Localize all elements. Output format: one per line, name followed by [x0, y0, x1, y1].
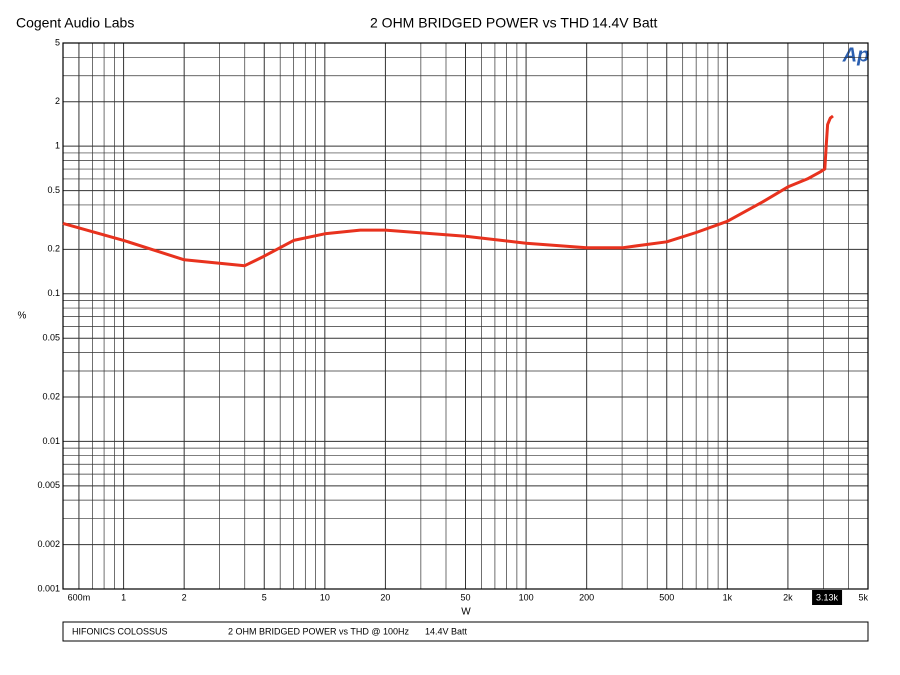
x-tick-label: 5: [262, 592, 267, 602]
y-tick-label: 0.02: [42, 391, 60, 401]
footer-box: [62, 621, 869, 642]
y-tick-label: 0.1: [47, 288, 60, 298]
cursor-box: [812, 590, 843, 605]
chart-title: 2 OHM BRIDGED POWER vs THD: [370, 15, 589, 31]
x-tick-label: 50: [460, 592, 470, 602]
x-tick-label: 600m: [68, 592, 91, 602]
y-tick-label: 0.002: [37, 539, 60, 549]
x-tick-label: 200: [579, 592, 594, 602]
x-tick-label: 1: [121, 592, 126, 602]
x-tick-label: 100: [519, 592, 534, 602]
chart-subtitle: 14.4V Batt: [592, 15, 657, 31]
y-axis-label: %: [18, 311, 27, 322]
y-tick-label: 0.01: [42, 436, 60, 446]
x-tick-label: 2: [182, 592, 187, 602]
y-tick-label: 5: [55, 37, 60, 47]
y-tick-label: 0.05: [42, 333, 60, 343]
x-tick-label: 20: [380, 592, 390, 602]
y-tick-label: 0.005: [37, 480, 60, 490]
y-tick-label: 2: [55, 96, 60, 106]
x-tick-label: 500: [659, 592, 674, 602]
logo: Ap: [842, 44, 870, 66]
x-axis-label: W: [461, 607, 471, 618]
plot-frame: [62, 42, 869, 590]
y-tick-label: 1: [55, 141, 60, 151]
cursor-label: 3.13k: [816, 592, 839, 602]
y-tick-label: 0.5: [47, 185, 60, 195]
x-tick-label: 1k: [723, 592, 733, 602]
x-tick-label: 5k: [858, 592, 868, 602]
header-left: Cogent Audio Labs: [16, 15, 134, 31]
footer-text: 14.4V Batt: [425, 626, 468, 636]
y-tick-label: 0.2: [47, 244, 60, 254]
footer-text: 2 OHM BRIDGED POWER vs THD @ 100Hz: [228, 626, 409, 636]
series-line: [62, 114, 834, 268]
footer-text: HIFONICS COLOSSUS: [72, 626, 168, 636]
x-tick-label: 10: [320, 592, 330, 602]
x-tick-label: 2k: [783, 592, 793, 602]
y-tick-label: 0.001: [37, 583, 60, 593]
